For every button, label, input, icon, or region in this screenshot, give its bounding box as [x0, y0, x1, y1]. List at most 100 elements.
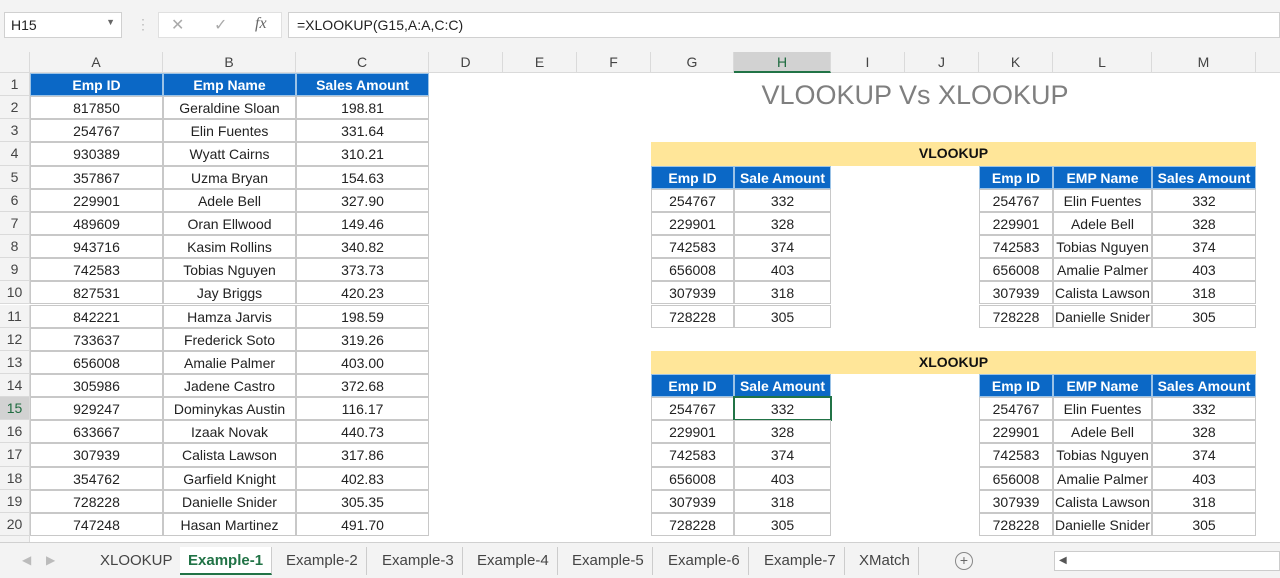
- main-table-cell[interactable]: 742583: [30, 258, 163, 282]
- main-table-cell[interactable]: 728228: [30, 489, 163, 513]
- vlookup-left-header[interactable]: Emp ID: [651, 165, 734, 189]
- sheet-tab-xlookup[interactable]: XLOOKUP: [92, 547, 182, 575]
- xlookup-right-cell[interactable]: Danielle Snider: [1053, 512, 1152, 536]
- main-table-cell[interactable]: 198.59: [296, 304, 429, 328]
- main-table-cell[interactable]: 373.73: [296, 258, 429, 282]
- xlookup-right-cell[interactable]: Tobias Nguyen: [1053, 443, 1152, 467]
- main-table-cell[interactable]: 402.83: [296, 466, 429, 490]
- column-header-J[interactable]: J: [905, 52, 979, 73]
- xlookup-left-header[interactable]: Emp ID: [651, 373, 734, 398]
- main-table-cell[interactable]: 327.90: [296, 188, 429, 212]
- main-table-cell[interactable]: Jadene Castro: [163, 373, 296, 398]
- main-table-cell[interactable]: Jay Briggs: [163, 281, 296, 305]
- vlookup-right-cell[interactable]: 742583: [979, 235, 1053, 259]
- vlookup-right-cell[interactable]: Elin Fuentes: [1053, 188, 1152, 212]
- xlookup-right-cell[interactable]: 254767: [979, 397, 1053, 421]
- main-table-cell[interactable]: 930389: [30, 142, 163, 166]
- column-header-K[interactable]: K: [979, 52, 1053, 73]
- vlookup-right-cell[interactable]: 332: [1152, 188, 1256, 212]
- drag-handle-icon[interactable]: ⋮: [136, 16, 150, 32]
- xlookup-left-cell[interactable]: 403: [734, 466, 831, 490]
- select-all-corner[interactable]: [0, 52, 30, 73]
- vlookup-left-cell[interactable]: 318: [734, 281, 831, 305]
- main-table-cell[interactable]: 842221: [30, 304, 163, 328]
- vlookup-right-cell[interactable]: Amalie Palmer: [1053, 258, 1152, 282]
- row-header-16[interactable]: 16: [0, 420, 30, 444]
- main-table-cell[interactable]: 229901: [30, 188, 163, 212]
- xlookup-left-cell[interactable]: 742583: [651, 443, 734, 467]
- xlookup-left-cell[interactable]: 307939: [651, 489, 734, 513]
- xlookup-left-cell[interactable]: 328: [734, 420, 831, 444]
- row-header-21[interactable]: 21: [0, 536, 30, 542]
- column-header-F[interactable]: F: [577, 52, 651, 73]
- main-table-cell[interactable]: 489609: [30, 211, 163, 236]
- xlookup-left-cell[interactable]: 656008: [651, 466, 734, 490]
- vlookup-right-header[interactable]: Sales Amount: [1152, 165, 1256, 189]
- xlookup-right-cell[interactable]: 307939: [979, 489, 1053, 513]
- main-table-cell[interactable]: Tobias Nguyen: [163, 258, 296, 282]
- main-table-cell[interactable]: 420.23: [296, 281, 429, 305]
- main-table-cell[interactable]: Garfield Knight: [163, 466, 296, 490]
- column-header-B[interactable]: B: [163, 52, 296, 73]
- name-box[interactable]: H15 ▼: [4, 12, 122, 38]
- main-table-cell[interactable]: 340.82: [296, 235, 429, 259]
- main-table-cell[interactable]: Calista Lawson: [163, 443, 296, 467]
- row-header-8[interactable]: 8: [0, 235, 30, 259]
- chevron-down-icon[interactable]: ▼: [106, 17, 115, 27]
- xlookup-left-cell[interactable]: 229901: [651, 420, 734, 444]
- main-table-cell[interactable]: 354762: [30, 466, 163, 490]
- main-table-cell[interactable]: Dominykas Austin: [163, 397, 296, 421]
- sheet-tab-example-7[interactable]: Example-7: [756, 547, 845, 575]
- row-header-5[interactable]: 5: [0, 165, 30, 189]
- row-header-20[interactable]: 20: [0, 512, 30, 536]
- xlookup-right-cell[interactable]: 332: [1152, 397, 1256, 421]
- enter-icon[interactable]: ✓: [214, 17, 228, 34]
- main-table-cell[interactable]: 331.64: [296, 119, 429, 143]
- xlookup-right-cell[interactable]: Amalie Palmer: [1053, 466, 1152, 490]
- main-table-cell[interactable]: 403.00: [296, 350, 429, 374]
- vlookup-left-cell[interactable]: 254767: [651, 188, 734, 212]
- main-table-cell[interactable]: 372.68: [296, 373, 429, 398]
- vlookup-right-cell[interactable]: Danielle Snider: [1053, 304, 1152, 328]
- sheet-tab-xmatch[interactable]: XMatch: [851, 547, 919, 575]
- xlookup-left-cell[interactable]: 254767: [651, 397, 734, 421]
- main-table-cell[interactable]: 656008: [30, 350, 163, 374]
- main-table-cell[interactable]: Uzma Bryan: [163, 165, 296, 189]
- row-header-13[interactable]: 13: [0, 350, 30, 374]
- column-header-M[interactable]: M: [1152, 52, 1256, 73]
- add-sheet-button[interactable]: +: [955, 552, 973, 570]
- main-table-cell[interactable]: 817850: [30, 96, 163, 120]
- main-table-cell[interactable]: Izaak Novak: [163, 420, 296, 444]
- main-table-cell[interactable]: 116.17: [296, 397, 429, 421]
- vlookup-right-cell[interactable]: 254767: [979, 188, 1053, 212]
- column-header-C[interactable]: C: [296, 52, 429, 73]
- row-header-2[interactable]: 2: [0, 96, 30, 120]
- column-header-A[interactable]: A: [30, 52, 163, 73]
- main-table-cell[interactable]: 305986: [30, 373, 163, 398]
- main-table-header[interactable]: Emp ID: [30, 73, 163, 97]
- spreadsheet-grid[interactable]: A B C D E F G H I J K L M 1 2 3 4 5 6 7 8 9 10 11 12 13 14 15 16 17 18…: [0, 52, 1280, 542]
- vlookup-right-cell[interactable]: 307939: [979, 281, 1053, 305]
- vlookup-left-cell[interactable]: 374: [734, 235, 831, 259]
- xlookup-right-cell[interactable]: 403: [1152, 466, 1256, 490]
- vlookup-right-header[interactable]: Emp ID: [979, 165, 1053, 189]
- row-header-18[interactable]: 18: [0, 466, 30, 490]
- vlookup-left-cell[interactable]: 307939: [651, 281, 734, 305]
- vlookup-right-cell[interactable]: Tobias Nguyen: [1053, 235, 1152, 259]
- sheet-tab-example-6[interactable]: Example-6: [660, 547, 749, 575]
- main-table-cell[interactable]: 198.81: [296, 96, 429, 120]
- xlookup-right-cell[interactable]: 305: [1152, 512, 1256, 536]
- insert-function-icon[interactable]: fx: [255, 15, 267, 32]
- vlookup-left-cell[interactable]: 742583: [651, 235, 734, 259]
- main-table-header[interactable]: Sales Amount: [296, 73, 429, 97]
- vlookup-left-cell[interactable]: 403: [734, 258, 831, 282]
- vlookup-right-cell[interactable]: 374: [1152, 235, 1256, 259]
- main-table-cell[interactable]: 307939: [30, 443, 163, 467]
- xlookup-left-cell[interactable]: 305: [734, 512, 831, 536]
- sheet-tab-example-3[interactable]: Example-3: [374, 547, 463, 575]
- main-table-cell[interactable]: 491.70: [296, 512, 429, 536]
- row-header-10[interactable]: 10: [0, 281, 30, 305]
- xlookup-left-cell[interactable]: 332: [733, 396, 832, 422]
- scroll-tabs-left-icon[interactable]: ◀: [22, 553, 32, 567]
- row-header-4[interactable]: 4: [0, 142, 30, 166]
